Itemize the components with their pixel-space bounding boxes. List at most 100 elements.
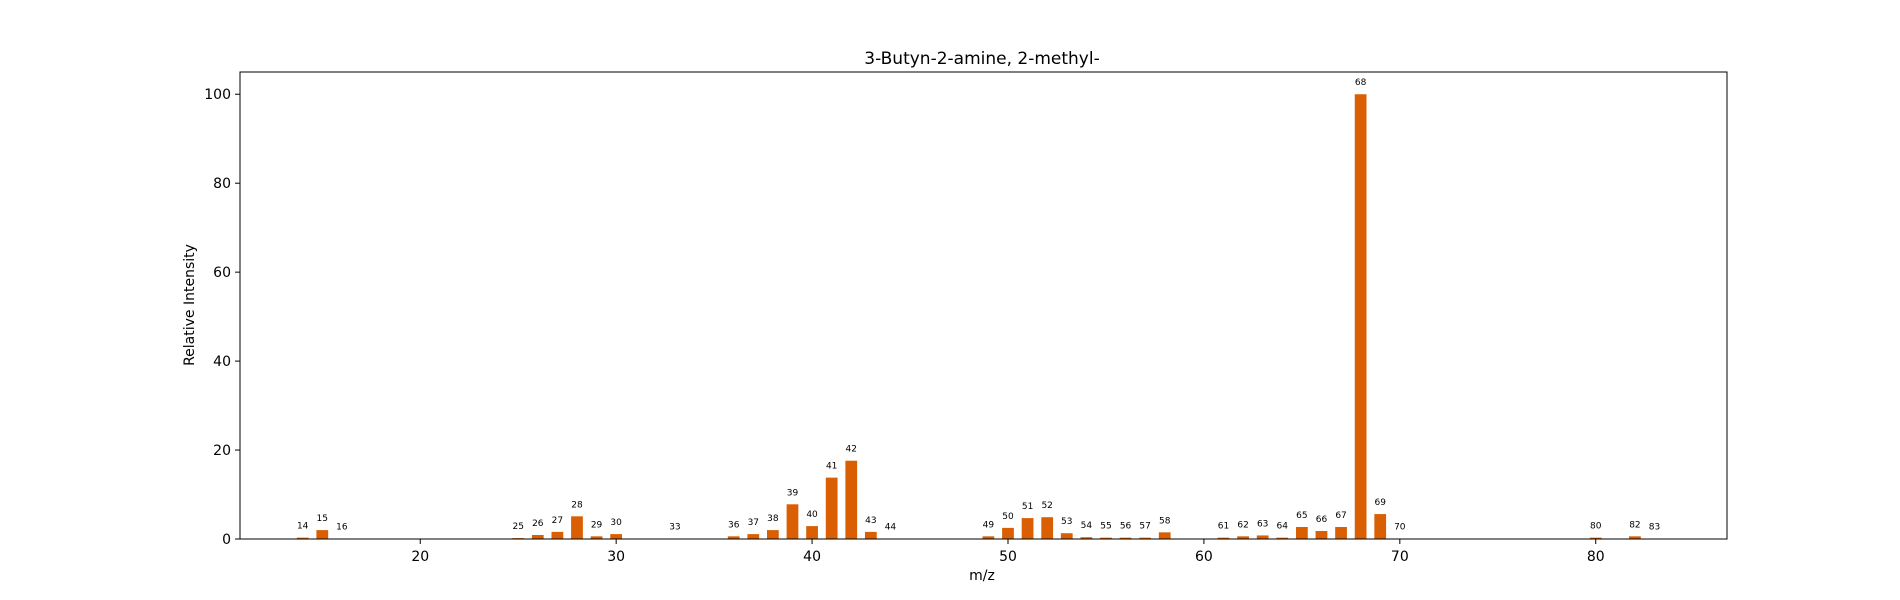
bar-mz-66 [1315,530,1328,539]
bar-mz-55 [1100,537,1112,539]
peak-label-mz-80: 80 [1590,522,1602,532]
peak-label-mz-61: 61 [1218,522,1229,532]
peak-label-mz-55: 55 [1100,522,1111,532]
peak-label-mz-40: 40 [806,510,818,520]
peak-label-mz-56: 56 [1120,522,1132,532]
bar-mz-67 [1335,526,1347,539]
peak-label-mz-49: 49 [983,520,995,530]
bar-mz-42 [845,460,858,539]
y-tick-label-100: 100 [204,87,231,103]
bar-mz-40 [806,526,818,539]
bar-mz-61 [1217,537,1230,539]
peak-label-mz-50: 50 [1002,512,1014,522]
peak-label-mz-53: 53 [1061,517,1072,527]
y-tick-label-0: 0 [222,532,231,548]
peak-label-mz-29: 29 [591,520,603,530]
bar-mz-50 [1002,527,1014,539]
y-tick-label-40: 40 [213,354,231,370]
peak-label-mz-36: 36 [728,520,740,530]
bar-mz-41 [825,477,838,539]
peak-label-mz-54: 54 [1081,521,1093,531]
peak-label-mz-16: 16 [336,523,348,533]
peak-label-mz-63: 63 [1257,519,1268,529]
peak-label-mz-65: 65 [1296,511,1307,521]
bar-mz-30 [610,534,623,539]
bar-mz-15 [316,530,329,539]
peak-label-mz-42: 42 [846,445,857,455]
bar-mz-57 [1139,537,1151,539]
peak-label-mz-26: 26 [532,519,544,529]
bar-mz-26 [531,535,544,539]
peak-label-mz-33: 33 [669,523,680,533]
peak-label-mz-44: 44 [885,523,897,533]
bar-mz-14 [296,537,309,539]
peak-label-mz-15: 15 [317,514,328,524]
peak-label-mz-30: 30 [610,518,622,528]
bar-mz-65 [1295,526,1308,539]
peak-label-mz-14: 14 [297,522,309,532]
bar-mz-82 [1629,536,1641,539]
x-tick-label-60: 60 [1195,549,1213,565]
peak-label-mz-51: 51 [1022,502,1033,512]
bar-mz-36 [727,536,740,539]
plot-area-frame [239,71,1728,540]
y-axis-label: Relative Intensity [182,244,198,366]
peak-label-mz-70: 70 [1394,523,1406,533]
peak-label-mz-69: 69 [1375,498,1387,508]
x-tick-label-30: 30 [607,549,625,565]
peak-label-mz-27: 27 [552,516,563,526]
bar-mz-62 [1237,536,1249,539]
bar-mz-38 [767,530,779,539]
x-tick-label-70: 70 [1391,549,1409,565]
bar-mz-58 [1158,532,1171,539]
x-tick-label-20: 20 [411,549,429,565]
bar-mz-43 [864,531,877,539]
bar-mz-37 [747,534,760,539]
bar-mz-63 [1256,535,1269,539]
peak-label-mz-66: 66 [1316,515,1328,525]
bar-mz-54 [1080,537,1093,539]
x-tick-label-50: 50 [999,549,1017,565]
peak-label-mz-39: 39 [787,488,799,498]
bar-mz-27 [551,531,564,539]
bar-mz-29 [590,536,603,539]
peak-label-mz-58: 58 [1159,516,1171,526]
peak-label-mz-41: 41 [826,462,837,472]
peak-label-mz-82: 82 [1629,520,1640,530]
bar-mz-80 [1589,537,1602,539]
y-tick-label-60: 60 [213,265,231,281]
peak-label-mz-83: 83 [1649,523,1660,533]
peak-label-mz-62: 62 [1237,520,1248,530]
bar-mz-52 [1041,517,1054,539]
peak-label-mz-68: 68 [1355,78,1367,88]
x-tick-label-40: 40 [803,549,821,565]
bar-mz-56 [1119,537,1132,539]
peak-label-mz-52: 52 [1041,501,1052,511]
peak-label-group: 14 15 16 25 26 27 28 29 30 33 36 37 38 39 40 41 42 43 44 49… [297,78,1660,532]
bar-mz-39 [786,504,799,539]
y-tick-label-20: 20 [213,443,231,459]
bar-mz-64 [1276,537,1289,539]
peak-label-mz-25: 25 [512,522,523,532]
x-axis-label: m/z [969,568,995,584]
bar-mz-51 [1021,518,1034,539]
bar-series [296,94,1661,540]
x-axis-ticks: 20 30 40 50 60 70 80 [411,539,1605,565]
peak-label-mz-28: 28 [571,500,583,510]
bar-mz-28 [571,516,583,539]
peak-label-mz-64: 64 [1277,522,1289,532]
peak-label-mz-67: 67 [1335,511,1346,521]
x-tick-label-80: 80 [1587,549,1605,565]
peak-label-mz-57: 57 [1139,522,1150,532]
bar-mz-68 [1354,94,1367,540]
peak-label-mz-37: 37 [748,518,759,528]
y-tick-label-80: 80 [213,176,231,192]
peak-label-mz-38: 38 [767,514,779,524]
y-axis-ticks: 0 20 40 60 80 100 [204,87,240,548]
bar-mz-69 [1374,514,1387,539]
bar-mz-53 [1060,533,1073,539]
bar-mz-49 [982,536,995,539]
chart-title: 3-Butyn-2-amine, 2-methyl- [864,49,1099,69]
peak-label-mz-43: 43 [865,516,876,526]
